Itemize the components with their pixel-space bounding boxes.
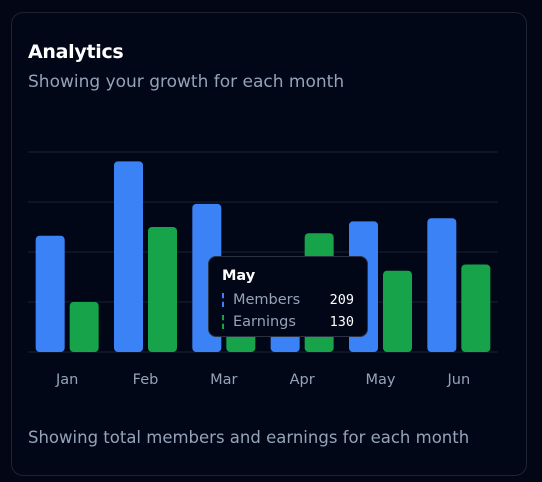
- bar-members-jan[interactable]: [35, 235, 65, 352]
- tooltip-row-members: Members 209: [222, 289, 354, 311]
- tooltip-value: 209: [329, 292, 354, 308]
- card-subtitle: Showing your growth for each month: [28, 72, 345, 92]
- x-tick-label: May: [366, 372, 396, 388]
- tooltip-label: Earnings: [233, 314, 296, 330]
- tooltip-value: 130: [329, 314, 354, 330]
- x-tick-label: Apr: [290, 372, 315, 388]
- x-tick-label: Feb: [133, 372, 159, 388]
- card-footer: Showing total members and earnings for e…: [28, 428, 470, 447]
- bar-earnings-feb[interactable]: [148, 227, 177, 352]
- x-tick-label: Jan: [55, 372, 78, 388]
- tooltip-label: Members: [233, 292, 301, 308]
- tooltip-row-earnings: Earnings 130: [222, 311, 354, 333]
- x-tick-label: Mar: [210, 372, 237, 388]
- earnings-swatch-icon: [222, 315, 224, 329]
- bar-members-jun[interactable]: [427, 218, 457, 352]
- bar-earnings-jun[interactable]: [461, 264, 491, 353]
- chart-tooltip: May Members 209 Earnings 130: [208, 256, 368, 337]
- tooltip-title: May: [222, 268, 256, 284]
- members-swatch-icon: [222, 293, 224, 307]
- bar-earnings-jan[interactable]: [69, 302, 99, 352]
- bar-earnings-may[interactable]: [383, 270, 412, 352]
- bar-members-feb[interactable]: [114, 161, 143, 352]
- x-tick-label: Jun: [447, 372, 471, 388]
- card-title: Analytics: [28, 41, 124, 63]
